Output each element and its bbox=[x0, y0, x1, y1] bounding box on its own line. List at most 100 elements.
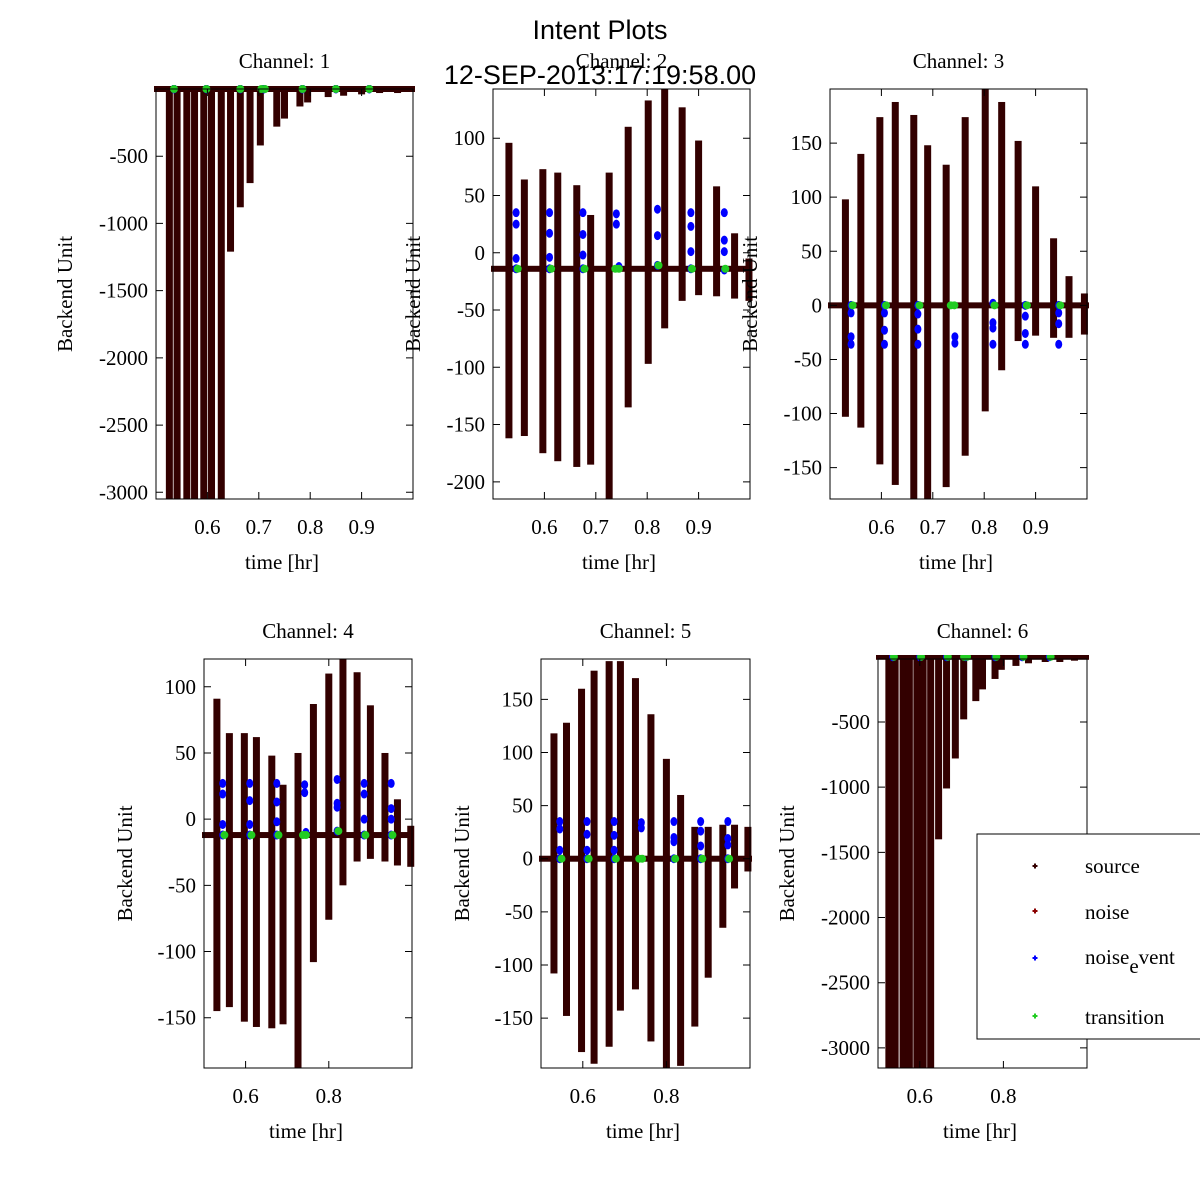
y-tick-label: -1000 bbox=[821, 775, 870, 799]
source-burst bbox=[991, 656, 999, 679]
y-tick-label: -50 bbox=[794, 347, 822, 371]
noise-event-point bbox=[724, 834, 732, 844]
noise-event-point bbox=[687, 221, 695, 231]
y-tick-label: 0 bbox=[523, 847, 534, 871]
source-burst bbox=[240, 733, 248, 1022]
y-tick-label: 100 bbox=[791, 185, 823, 209]
x-tick-label: 0.7 bbox=[246, 515, 272, 539]
source-burst bbox=[340, 89, 348, 96]
noise-event-point bbox=[653, 204, 661, 214]
noise-event-point bbox=[512, 219, 520, 229]
source-burst bbox=[339, 659, 347, 886]
x-tick-label: 0.8 bbox=[990, 1084, 1016, 1108]
source-burst bbox=[1032, 186, 1040, 336]
y-tick-label: -1500 bbox=[821, 840, 870, 864]
x-axis-label: time [hr] bbox=[582, 550, 656, 574]
legend-label-noise-event-sub: e bbox=[1129, 954, 1138, 978]
x-tick-label: 0.6 bbox=[531, 515, 557, 539]
y-tick-label: -100 bbox=[158, 940, 197, 964]
source-burst bbox=[554, 172, 562, 462]
noise-event-point bbox=[914, 324, 922, 334]
source-burst bbox=[943, 656, 951, 789]
y-tick-label: -500 bbox=[832, 710, 871, 734]
source-burst bbox=[376, 89, 384, 94]
legend-entry-noise-event: noiseevent bbox=[1032, 945, 1175, 978]
x-tick-label: 0.9 bbox=[1022, 515, 1048, 539]
source-burst bbox=[225, 733, 233, 1008]
noise-event-point bbox=[989, 323, 997, 333]
noise-event-point bbox=[670, 837, 678, 847]
source-burst bbox=[998, 101, 1006, 371]
source-burst bbox=[183, 89, 191, 499]
source-burst bbox=[279, 784, 287, 1025]
plot-area bbox=[539, 661, 752, 1068]
legend-entry-noise: noise bbox=[1032, 900, 1129, 924]
y-tick-label: -500 bbox=[110, 144, 149, 168]
legend-entry-transition: transition bbox=[1032, 1005, 1165, 1029]
noise-event-point bbox=[847, 332, 855, 342]
axes-frame bbox=[540, 658, 751, 1069]
noise-event-point bbox=[273, 817, 281, 827]
source-burst bbox=[719, 824, 727, 928]
source-burst bbox=[942, 164, 950, 488]
y-tick-label: -150 bbox=[784, 456, 823, 480]
x-tick-label: 0.7 bbox=[583, 515, 609, 539]
source-burst bbox=[296, 89, 304, 107]
x-tick-label: 0.9 bbox=[685, 515, 711, 539]
transition-point bbox=[698, 854, 707, 863]
legend-entry-source: source bbox=[1032, 854, 1140, 878]
source-burst bbox=[981, 89, 989, 412]
source-burst bbox=[876, 117, 884, 465]
legend-marker-noise-event bbox=[1032, 955, 1038, 961]
noise-event-point bbox=[273, 778, 281, 788]
source-burst bbox=[979, 656, 986, 690]
noise-event-point bbox=[556, 817, 564, 827]
noise-event-point bbox=[724, 817, 732, 827]
transition-point bbox=[654, 261, 663, 270]
source-burst bbox=[972, 656, 980, 702]
noise-event-point bbox=[219, 778, 227, 788]
transition-point bbox=[671, 854, 680, 863]
transition-point bbox=[943, 655, 952, 661]
source-burst bbox=[997, 656, 1005, 670]
y-tick-label: 0 bbox=[812, 293, 823, 317]
noise-event-point bbox=[847, 308, 855, 318]
source-burst bbox=[631, 678, 639, 990]
legend-box bbox=[976, 833, 1200, 1040]
transition-point bbox=[963, 655, 972, 661]
noise-event-point bbox=[610, 845, 618, 855]
source-burst bbox=[661, 89, 669, 329]
noise-event-point bbox=[951, 338, 959, 348]
legend-label-noise-event: noiseevent bbox=[1085, 945, 1175, 978]
noise-event-point bbox=[951, 332, 959, 342]
noise-event-point bbox=[914, 309, 922, 319]
transition-point bbox=[1019, 655, 1028, 661]
plot-area bbox=[876, 655, 1089, 1068]
y-tick-label: 0 bbox=[186, 807, 197, 831]
source-burst bbox=[562, 722, 570, 1016]
source-burst bbox=[1050, 238, 1058, 338]
noise-event-point bbox=[512, 208, 520, 218]
source-burst bbox=[678, 107, 686, 301]
noise-event-point bbox=[512, 253, 520, 263]
source-burst bbox=[304, 89, 312, 103]
source-burst bbox=[191, 89, 199, 499]
x-tick-label: 0.8 bbox=[316, 1084, 342, 1108]
noise-event-point bbox=[273, 797, 281, 807]
y-tick-label: -150 bbox=[495, 1006, 534, 1030]
transition-point bbox=[301, 831, 310, 840]
noise-event-point bbox=[687, 208, 695, 218]
x-tick-label: 0.6 bbox=[570, 1084, 596, 1108]
transition-point bbox=[334, 827, 343, 836]
source-burst bbox=[899, 656, 907, 1068]
y-tick-label: 50 bbox=[464, 184, 485, 208]
legend: source noise noiseevent transition bbox=[976, 833, 1200, 1040]
noise-event-point bbox=[556, 845, 564, 855]
source-burst bbox=[857, 153, 865, 428]
plot-area bbox=[491, 89, 753, 500]
source-burst bbox=[325, 673, 333, 920]
x-axis-label: time [hr] bbox=[245, 550, 319, 574]
source-burst bbox=[935, 656, 943, 840]
axes-frame bbox=[155, 88, 414, 500]
noise-event-point bbox=[914, 339, 922, 349]
